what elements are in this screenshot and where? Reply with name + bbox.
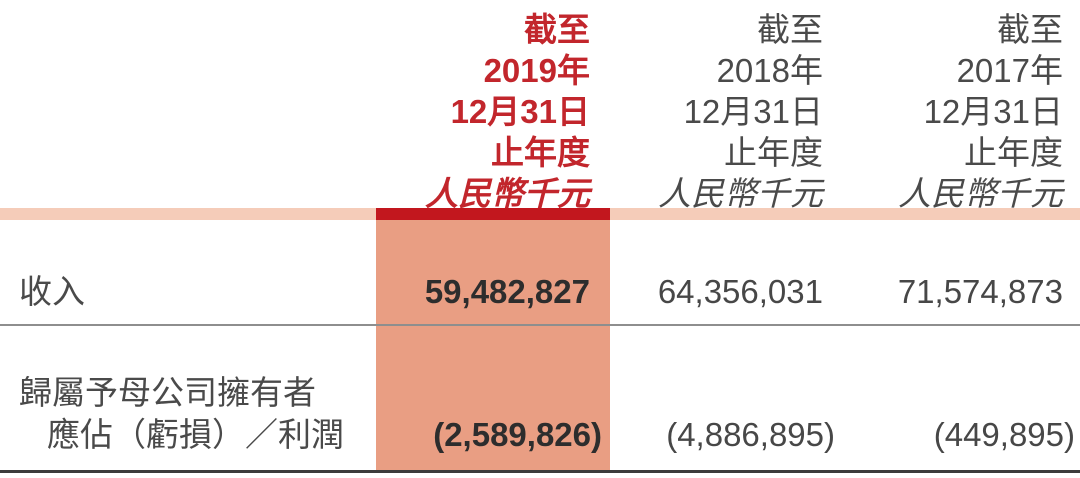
header-line: 12月31日	[450, 93, 590, 130]
currency-unit-label: 人民幣千元	[658, 175, 823, 212]
highlight-column-top-bar	[376, 208, 610, 220]
row-divider	[0, 324, 1080, 326]
attributable-loss-value-2017: (449,895)	[933, 416, 1075, 453]
header-line: 12月31日	[923, 93, 1063, 130]
header-line: 2018年	[716, 52, 823, 89]
revenue-value-2019: 59,482,827	[424, 273, 590, 310]
column-header-fy2019: 截至 2019年 12月31日 止年度 人民幣千元	[425, 9, 590, 214]
currency-unit-label: 人民幣千元	[425, 175, 590, 212]
header-line: 截至	[757, 11, 823, 48]
header-line: 止年度	[964, 134, 1063, 171]
header-line: 2017年	[956, 52, 1063, 89]
currency-unit-label: 人民幣千元	[898, 175, 1063, 212]
header-line: 截至	[524, 11, 590, 48]
revenue-value-2017: 71,574,873	[897, 273, 1063, 310]
header-line: 止年度	[724, 134, 823, 171]
highlight-column-2019	[376, 208, 610, 470]
attributable-loss-value-2019: (2,589,826)	[433, 416, 602, 453]
header-line: 2019年	[483, 52, 590, 89]
label-line: 歸屬予母公司擁有者	[19, 374, 316, 411]
label-line: 應佔（虧損）／利潤	[47, 416, 344, 453]
header-line: 12月31日	[683, 93, 823, 130]
row-label-revenue: 收入	[19, 273, 85, 310]
revenue-value-2018: 64,356,031	[657, 273, 823, 310]
row-label-attributable-loss-profit: 歸屬予母公司擁有者 應佔（虧損）／利潤	[19, 372, 344, 456]
attributable-loss-value-2018: (4,886,895)	[666, 416, 835, 453]
table-bottom-rule	[0, 470, 1080, 473]
header-line: 止年度	[491, 134, 590, 171]
column-header-fy2017: 截至 2017年 12月31日 止年度 人民幣千元	[898, 9, 1063, 214]
header-line: 截至	[997, 11, 1063, 48]
column-header-fy2018: 截至 2018年 12月31日 止年度 人民幣千元	[658, 9, 823, 214]
